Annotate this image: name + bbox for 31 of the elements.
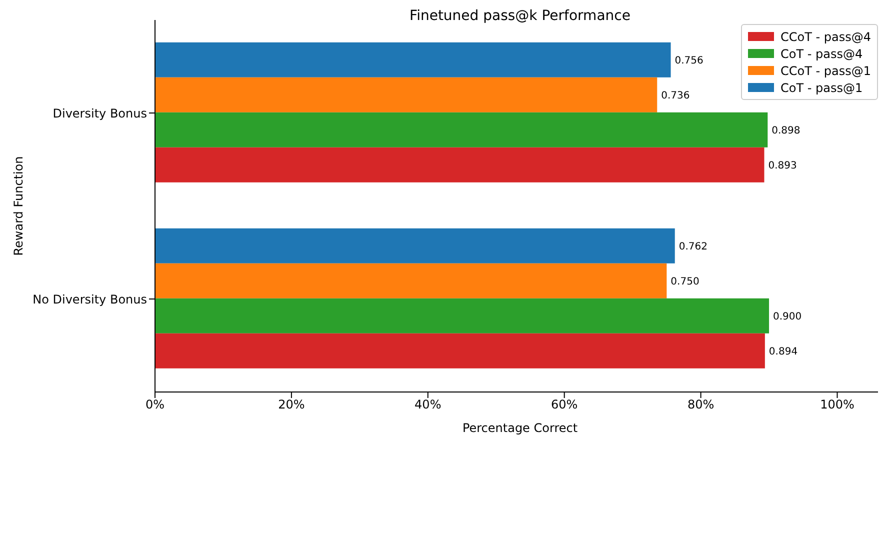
legend-label: CCoT - pass@1 — [780, 64, 871, 78]
bar — [155, 263, 667, 298]
data-label: 0.750 — [670, 276, 700, 288]
bar — [155, 42, 671, 78]
data-label: 0.894 — [768, 346, 798, 358]
bar — [155, 333, 765, 368]
bar — [155, 228, 675, 264]
bar — [155, 147, 764, 182]
legend-label: CoT - pass@4 — [780, 46, 863, 60]
x-tick-label: 40% — [414, 398, 442, 412]
y-tick-label: Diversity Bonus — [52, 106, 147, 120]
data-label: 0.893 — [768, 160, 797, 172]
legend-label: CoT - pass@1 — [780, 80, 863, 94]
bar — [155, 77, 658, 112]
data-label: 0.900 — [773, 311, 802, 322]
data-label: 0.736 — [661, 90, 690, 102]
x-tick-label: 20% — [278, 398, 305, 412]
y-axis-title: Reward Function — [11, 156, 26, 256]
x-axis-title: Percentage Correct — [462, 421, 578, 435]
chart-title: Finetuned pass@k Performance — [408, 8, 632, 24]
data-label: 0.898 — [772, 125, 800, 136]
x-tick-label: 60% — [551, 398, 578, 412]
legend-label: CCoT - pass@4 — [780, 30, 871, 44]
x-tick-label: 0% — [145, 398, 165, 412]
data-label: 0.756 — [674, 55, 704, 66]
bar — [155, 298, 770, 334]
y-tick-label: No Diversity Bonus — [32, 292, 147, 306]
data-label: 0.762 — [678, 241, 708, 252]
x-tick-label: 80% — [687, 398, 714, 412]
bar — [155, 112, 768, 148]
x-tick-label: 100% — [820, 398, 854, 412]
